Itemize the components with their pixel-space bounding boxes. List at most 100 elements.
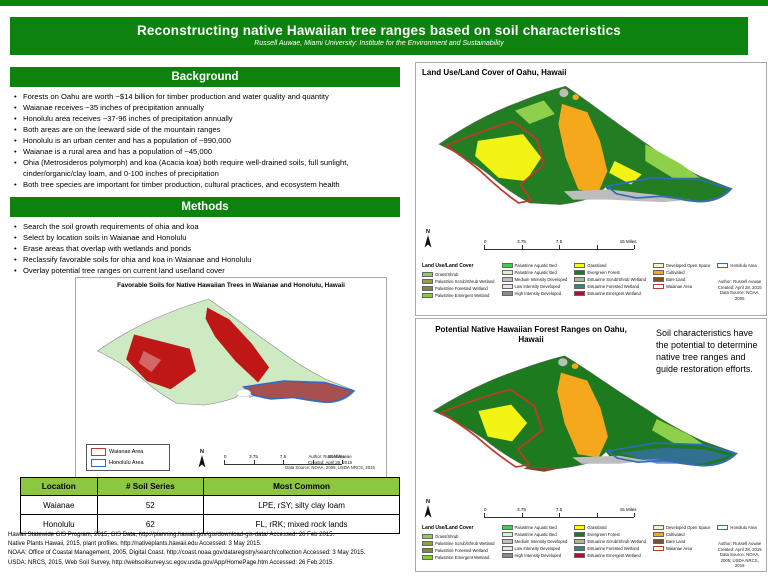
credit-line: Data Source: NOAA, 2005 <box>719 290 760 301</box>
legend-item: Estuarine Forested Wetland <box>574 284 646 289</box>
background-section-header: Background <box>10 67 400 87</box>
legend-label: Honolulu Area <box>730 525 757 530</box>
legend-swatch <box>652 263 664 268</box>
legend-label: Palustrine Forested Wetland <box>435 548 488 553</box>
table-header-row: Location # Soil Series Most Common <box>20 477 400 496</box>
legend-swatch <box>91 448 106 456</box>
legend-swatch <box>652 532 664 537</box>
methods-bullet: Search the soil growth requirements of o… <box>12 221 404 232</box>
legend-item: Estuarine Scrub/Shrub Wetland <box>574 277 646 282</box>
legend-label: Estuarine Forested Wetland <box>587 284 640 289</box>
legend-swatch <box>501 284 513 289</box>
table-header-cell: Most Common <box>203 477 400 496</box>
legend-swatch <box>574 263 586 268</box>
legend-item: Palustrine Aquatic Bed <box>501 525 568 530</box>
background-bullet: Waianae receives ~35 inches of precipita… <box>12 102 404 113</box>
potential-ranges-map-graphic <box>432 355 738 472</box>
legend-swatch <box>501 291 513 296</box>
legend-label: Bare Land <box>665 277 686 282</box>
reference-line: USDA: NRCS, 2015, Web Soil Survey, http:… <box>8 559 335 566</box>
legend-label: Developed Open Space <box>665 263 711 268</box>
scale-label: 15 Miles <box>327 454 345 459</box>
potential-ranges-legend: Land Use/Land Cover Grass/Shrub Palustrin… <box>422 525 762 569</box>
background-bullet: Honolulu area receives ~37-96 inches of … <box>12 113 404 124</box>
legend-item: Developed Open Space <box>652 525 710 530</box>
table-row: Honolulu 62 FL, rRK; mixed rock lands <box>20 514 400 534</box>
table-header-cell: Location <box>20 477 98 496</box>
legend-swatch <box>574 525 586 530</box>
legend-swatch <box>574 277 586 282</box>
legend-label: Palustrine Forested Wetland <box>435 286 488 291</box>
references-list: Hawaii Statewide GIS Program, 2015, GIS … <box>8 531 428 568</box>
legend-label: Evergreen Forest <box>587 270 620 275</box>
legend-item: Waianae Area <box>652 284 710 289</box>
scale-label: 3.75 <box>249 454 258 459</box>
scale-bar: 0 3.75 7.5 15 Miles <box>484 507 637 519</box>
legend-item: Palustrine Forested Wetland <box>422 548 495 553</box>
credit-line: Author: Russell Auwae <box>308 454 352 460</box>
legend-item: Grassland <box>574 263 646 268</box>
legend-swatch <box>574 284 586 289</box>
legend-swatch <box>422 286 433 291</box>
legend-swatch <box>652 539 664 544</box>
legend-swatch <box>422 534 433 539</box>
potential-ranges-map-title: Potential Native Hawaiian Forest Ranges … <box>435 325 627 344</box>
legend-item: Palustrine Aquatic Bed <box>501 263 568 268</box>
table-cell-most-common: LPE, rSY; silty clay loam <box>203 495 400 515</box>
credit-line: Data Source: NOAA, 2005; USDA NRCS, 2015 <box>719 552 760 569</box>
legend-swatch <box>652 270 664 275</box>
legend-label: Grassland <box>587 263 607 268</box>
table-header-cell: # Soil Series <box>96 477 205 496</box>
legend-label: Low Intensity Developed <box>514 546 561 551</box>
favorable-soils-map-title: Favorable Soils for Native Hawaiian Tree… <box>117 282 345 289</box>
legend-label: Medium Intensity Developed <box>514 539 568 544</box>
scale-label: 0 <box>484 239 487 244</box>
legend-swatch <box>574 270 586 275</box>
legend-item: Low Intensity Developed <box>501 546 568 551</box>
legend-item: Honolulu Area <box>717 263 762 268</box>
legend-swatch <box>574 546 586 551</box>
scale-label: 3.75 <box>517 239 526 244</box>
north-arrow-icon: N <box>422 499 434 518</box>
legend-item: Evergreen Forest <box>574 532 646 537</box>
legend-item: Honolulu Area <box>717 525 762 530</box>
legend-label: Cultivated <box>665 270 685 275</box>
legend-item: Palustrine Forested Wetland <box>422 286 495 291</box>
legend-label: Palustrine Emergent Wetland <box>435 293 490 298</box>
legend-swatch <box>501 546 513 551</box>
credit-line: Created: April 28, 2015 <box>717 284 762 290</box>
legend-label: High Intensity Developed <box>514 291 562 296</box>
lulc-legend: Land Use/Land Cover Grass/Shrub Palustrin… <box>422 263 762 301</box>
methods-bullet: Erase areas that overlap with wetlands a… <box>12 243 404 254</box>
scale-label: 0 <box>224 454 227 459</box>
legend-item: Palustrine Aquatic Bed <box>501 532 568 537</box>
reference-line: Native Plants Hawaii, 2015, plant profil… <box>8 541 262 548</box>
scale-label: 7.5 <box>555 507 563 512</box>
favorable-soils-map-graphic <box>97 298 356 406</box>
legend-label: Waianae Area <box>665 546 693 551</box>
legend-item: Cultivated <box>652 532 710 537</box>
lulc-map-panel: Land Use/Land Cover of Oahu, Hawaii N 0 3… <box>415 62 767 316</box>
legend-item: Waianae Area <box>91 448 165 456</box>
favorable-soils-legend: Waianae Area Honolulu Area <box>86 444 170 471</box>
methods-bullet-list: Search the soil growth requirements of o… <box>12 221 404 276</box>
legend-swatch <box>652 546 664 551</box>
legend-swatch <box>422 293 433 298</box>
scale-label: 0 <box>484 507 487 512</box>
table-cell-most-common: FL, rRK; mixed rock lands <box>203 514 400 534</box>
top-border-strip <box>0 0 768 6</box>
legend-label: Palustrine Emergent Wetland <box>435 555 490 560</box>
background-bullet: Ohia (Metrosideros polymorph) and koa (A… <box>12 157 404 179</box>
legend-item: Grass/Shrub <box>422 272 495 277</box>
legend-swatch <box>501 270 513 275</box>
legend-item: Palustrine Scrub/Shrub Wetland <box>422 541 495 546</box>
legend-item: Medium Intensity Developed <box>501 539 568 544</box>
legend-item: Estuarine Emergent Wetland <box>574 291 646 296</box>
legend-swatch <box>652 277 664 282</box>
potential-ranges-map-panel: Potential Native Hawaiian Forest Ranges … <box>415 318 767 572</box>
legend-swatch <box>501 277 513 282</box>
scale-label: 15 Miles <box>619 507 637 512</box>
legend-item: Estuarine Emergent Wetland <box>574 553 646 558</box>
legend-label: Low Intensity Developed <box>514 284 561 289</box>
map-credits: Author: Russell Auwae Created: April 28, … <box>717 541 762 569</box>
